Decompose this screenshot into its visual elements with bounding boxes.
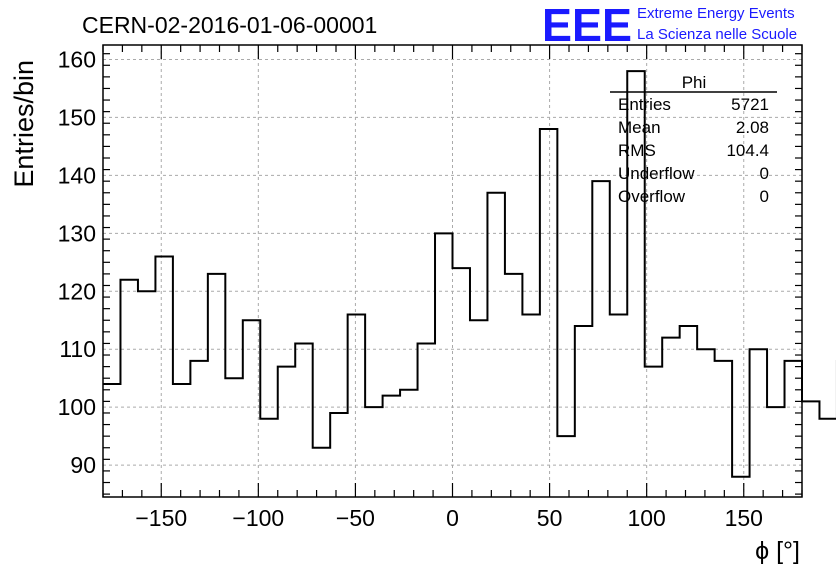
y-tick-label: 150 — [58, 104, 96, 130]
logo-letters: EEE — [542, 0, 632, 51]
logo-line1: Extreme Energy Events — [637, 5, 795, 22]
stats-row-value: 0 — [760, 187, 769, 206]
y-axis-label: Entries/bin — [9, 60, 39, 188]
logo-line2: La Scienza nelle Scuole — [637, 26, 797, 43]
stats-row-value: 104.4 — [726, 141, 769, 160]
y-tick-label: 110 — [59, 336, 96, 362]
y-axis-ticks: 90 100 110 120 130 140 150 160 — [58, 46, 802, 495]
stats-row-value: 2.08 — [736, 118, 769, 137]
x-tick-label: 50 — [537, 505, 563, 531]
x-tick-label: 0 — [446, 505, 459, 531]
stats-row-label: Overflow — [618, 187, 686, 206]
x-tick-label: −50 — [336, 505, 375, 531]
chart-title: CERN-02-2016-01-06-00001 — [82, 12, 377, 38]
y-tick-label: 120 — [58, 278, 96, 304]
y-tick-label: 130 — [58, 220, 96, 246]
stats-row-value: 5721 — [731, 95, 769, 114]
stats-title: Phi — [682, 73, 707, 92]
x-tick-label: 150 — [725, 505, 763, 531]
x-axis-label: ϕ [°] — [755, 537, 800, 565]
x-tick-label: 100 — [627, 505, 665, 531]
y-tick-label: 90 — [70, 452, 96, 478]
x-axis-ticks: −150 −100 −50 0 50 100 150 — [102, 45, 803, 531]
x-tick-label: −150 — [135, 505, 187, 531]
y-tick-label: 140 — [58, 162, 96, 188]
x-tick-label: −100 — [232, 505, 284, 531]
stats-row-label: Entries — [618, 95, 671, 114]
y-tick-label: 160 — [58, 46, 96, 72]
stats-row-value: 0 — [760, 164, 769, 183]
grid-lines — [103, 45, 802, 497]
histogram-line — [103, 70, 836, 478]
stats-box: Phi Entries 5721 Mean 2.08 RMS 104.4 Underflow… — [610, 73, 777, 206]
stats-row-label: Mean — [618, 118, 661, 137]
eee-logo: EEE Extreme Energy Events La Scienza nel… — [542, 0, 797, 51]
stats-rows: Entries 5721 Mean 2.08 RMS 104.4 Underflow 0 Ove… — [618, 95, 769, 206]
stats-row-label: RMS — [618, 141, 656, 160]
stats-row-label: Underflow — [618, 164, 695, 183]
histogram-bars — [103, 70, 836, 478]
y-tick-label: 100 — [58, 394, 96, 420]
